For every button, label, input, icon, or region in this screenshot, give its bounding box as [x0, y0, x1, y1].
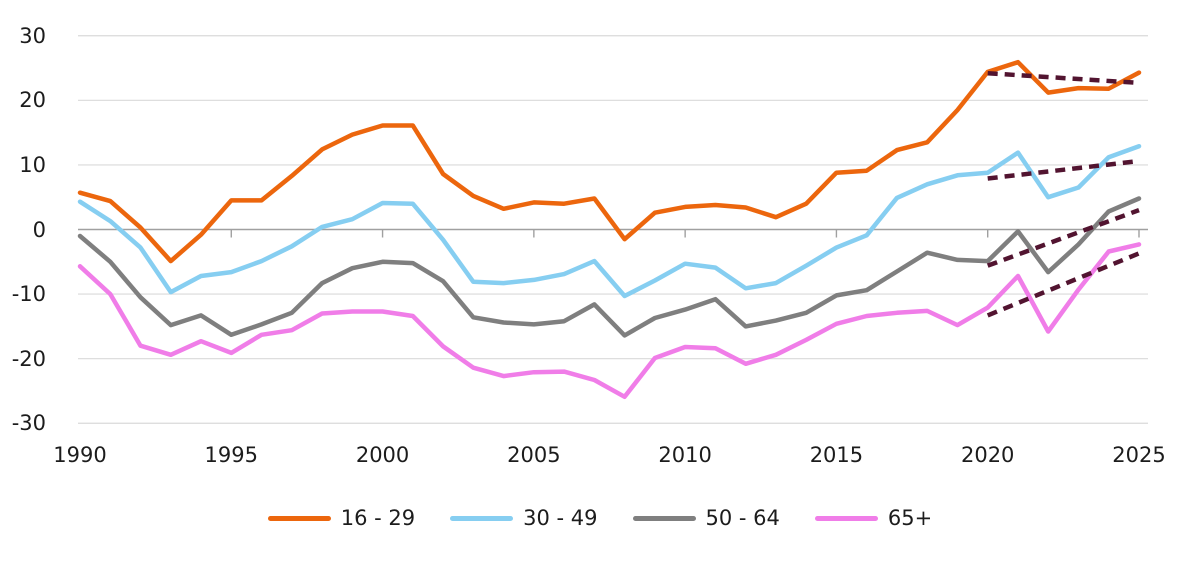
x-tick-label: 1995	[204, 443, 258, 467]
y-tick-label: 20	[19, 88, 46, 113]
x-tick-label: 2025	[1112, 443, 1166, 467]
x-tick-label: 2000	[355, 443, 410, 467]
legend-label: 50 - 64	[705, 506, 780, 530]
y-tick-label: 10	[19, 152, 46, 177]
x-tick-label: 2020	[960, 443, 1015, 467]
series-line-65+	[77, 242, 1142, 400]
trend-line-16-29	[987, 70, 1140, 86]
legend-swatch-icon	[814, 515, 878, 521]
series-line-50-64	[77, 196, 1142, 338]
y-tick-label: -20	[11, 346, 46, 371]
legend-label: 16 - 29	[340, 506, 416, 530]
trend-line-30-49	[987, 158, 1140, 181]
series-line-16-29	[77, 59, 1142, 264]
legend-label: 65+	[887, 506, 933, 530]
x-tick-label: 2005	[507, 443, 561, 467]
legend: 16 - 29 30 - 49 50 - 64 65+	[0, 506, 1200, 530]
legend-item-30-49: 30 - 49	[450, 506, 598, 530]
trend-line-65+	[986, 251, 1140, 318]
plot-area	[77, 35, 1148, 424]
legend-item-16-29: 16 - 29	[267, 506, 416, 530]
series-line-30-49	[77, 143, 1142, 299]
x-tick-label: 2010	[658, 443, 712, 467]
legend-item-65+: 65+	[814, 506, 933, 530]
legend-swatch-icon	[632, 515, 696, 521]
y-tick-label: 0	[32, 217, 46, 242]
legend-item-50-64: 50 - 64	[632, 506, 780, 530]
trend-line-50-64	[986, 208, 1140, 268]
legend-swatch-icon	[450, 515, 514, 521]
legend-swatch-icon	[267, 515, 331, 521]
x-tick-label: 1990	[53, 443, 107, 467]
y-tick-label: 30	[19, 23, 46, 48]
y-tick-label: -10	[11, 282, 46, 307]
legend-label: 30 - 49	[523, 506, 598, 530]
x-tick-label: 2015	[809, 443, 864, 467]
y-tick-label: -30	[11, 411, 46, 436]
